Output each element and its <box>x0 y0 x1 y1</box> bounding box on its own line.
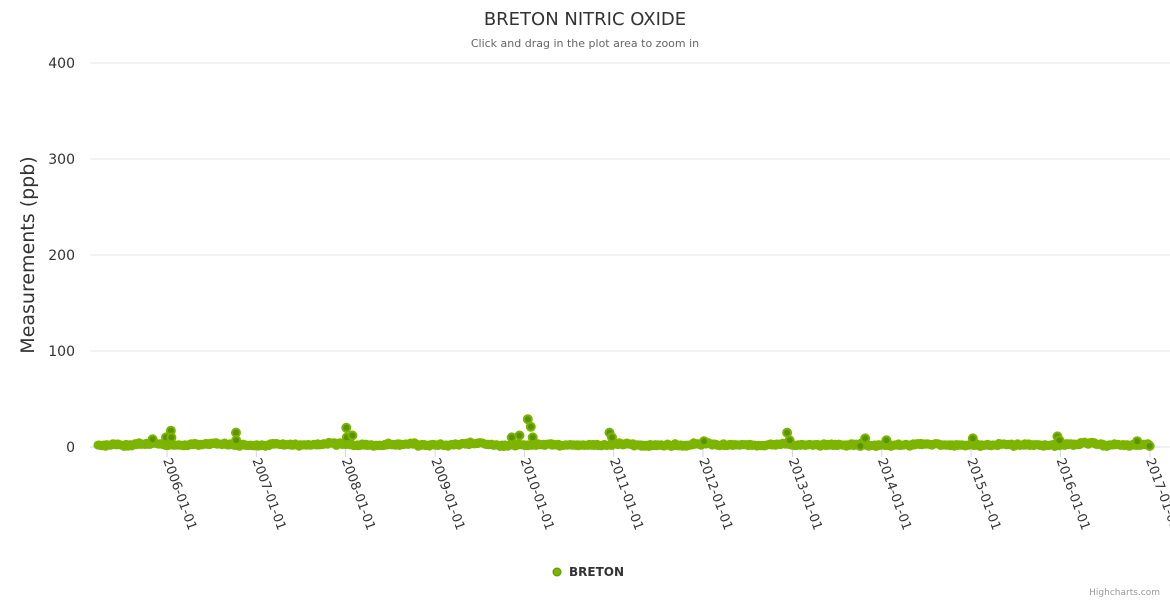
x-tick-label: 2010-01-01 <box>517 456 557 532</box>
data-point-peak[interactable] <box>967 433 978 444</box>
x-tick-label: 2015-01-01 <box>963 456 1003 532</box>
data-point-peak[interactable] <box>1054 435 1065 446</box>
plot-area <box>93 414 1155 451</box>
x-tick-label: 2009-01-01 <box>427 456 467 532</box>
y-tick-label: 300 <box>48 152 75 168</box>
data-point-peak[interactable] <box>860 433 871 444</box>
legend-item-breton[interactable]: BRETON <box>552 565 624 579</box>
data-point-peak[interactable] <box>147 434 158 445</box>
x-tick-label: 2012-01-01 <box>695 456 735 532</box>
chart-subtitle: Click and drag in the plot area to zoom … <box>471 37 699 50</box>
y-tick-label: 400 <box>48 56 75 72</box>
x-tick-label: 2017-01-01 <box>1142 456 1170 532</box>
data-point-peak[interactable] <box>881 435 892 446</box>
x-tick-label: 2008-01-01 <box>338 456 378 532</box>
chart-title: BRETON NITRIC OXIDE <box>484 9 686 30</box>
legend-marker-icon <box>552 567 562 577</box>
data-point-peak[interactable] <box>1144 441 1155 451</box>
data-point-peak[interactable] <box>784 435 795 446</box>
data-point-peak[interactable] <box>231 435 242 446</box>
data-point-peak[interactable] <box>527 432 538 443</box>
data-point-peak[interactable] <box>607 432 617 443</box>
data-point-peak[interactable] <box>1132 436 1143 447</box>
x-tick-label: 2006-01-01 <box>159 456 199 532</box>
data-point-peak[interactable] <box>166 432 177 443</box>
y-tick-label: 200 <box>48 248 75 264</box>
data-point-peak[interactable] <box>514 430 525 441</box>
y-tick-label: 100 <box>48 344 75 360</box>
data-point-peak[interactable] <box>855 441 866 451</box>
data-point-peak[interactable] <box>506 432 517 443</box>
legend-label: BRETON <box>569 565 624 579</box>
x-tick-label: 2013-01-01 <box>785 456 825 532</box>
data-point-peak[interactable] <box>525 421 536 432</box>
x-tick-label: 2014-01-01 <box>874 456 914 532</box>
y-tick-label: 0 <box>66 440 75 456</box>
x-tick-label: 2016-01-01 <box>1053 456 1093 532</box>
data-point-peak[interactable] <box>347 430 358 441</box>
data-point-peak[interactable] <box>341 422 352 433</box>
data-point-peak[interactable] <box>699 436 709 447</box>
x-tick-label: 2011-01-01 <box>606 456 646 532</box>
credits-link[interactable]: Highcharts.com <box>1089 588 1160 598</box>
y-axis-title: Measurements (ppb) <box>17 156 39 353</box>
x-tick-label: 2007-01-01 <box>249 456 289 532</box>
